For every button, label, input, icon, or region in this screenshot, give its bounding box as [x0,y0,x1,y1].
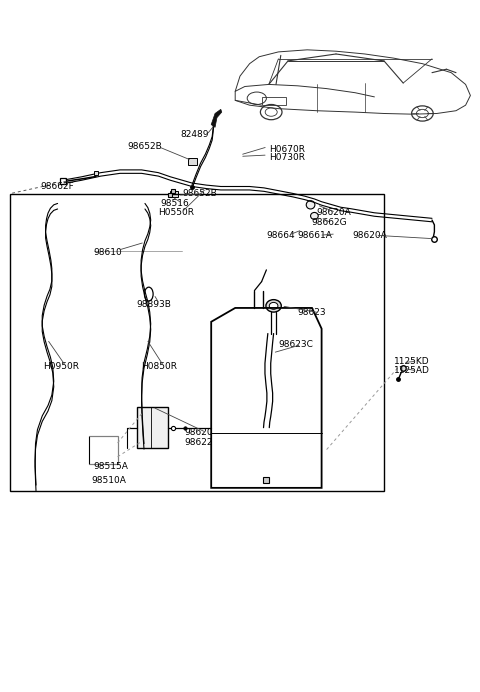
Text: 98623: 98623 [298,308,326,318]
Text: H0670R: H0670R [269,145,305,154]
Bar [170,191,178,197]
Text: H0730R: H0730R [269,153,305,163]
Text: 98661A: 98661A [298,230,333,240]
Text: 98623C: 98623C [278,340,313,349]
Text: 98622: 98622 [185,438,213,448]
Text: 98893B: 98893B [137,300,172,309]
Ellipse shape [311,212,318,219]
Text: H0550R: H0550R [158,208,194,217]
Polygon shape [211,109,222,127]
Bar [89,436,118,464]
Text: 98620: 98620 [185,428,214,437]
Ellipse shape [306,201,315,209]
Bar [137,407,168,448]
Bar [188,158,197,165]
Ellipse shape [269,302,278,309]
Bar [10,194,384,491]
Text: 98516: 98516 [161,199,190,208]
Text: 1125AD: 1125AD [394,366,430,376]
Text: 98515A: 98515A [94,462,129,471]
Text: 98620A: 98620A [353,230,387,240]
Text: 98662F: 98662F [41,182,74,192]
Text: 98664: 98664 [266,230,295,240]
Text: 82489: 82489 [180,130,208,140]
Text: 98662G: 98662G [311,218,347,228]
Ellipse shape [266,300,281,312]
Text: 98510A: 98510A [91,476,126,486]
Text: H0850R: H0850R [142,362,178,372]
Text: 98652B: 98652B [127,142,162,152]
Text: 98652B: 98652B [182,189,217,199]
Text: 98610: 98610 [94,248,122,257]
Bar [262,97,286,105]
Text: 1125KD: 1125KD [394,356,429,366]
Text: 98620A: 98620A [317,208,351,217]
Text: H0950R: H0950R [43,362,79,372]
Ellipse shape [144,287,153,301]
